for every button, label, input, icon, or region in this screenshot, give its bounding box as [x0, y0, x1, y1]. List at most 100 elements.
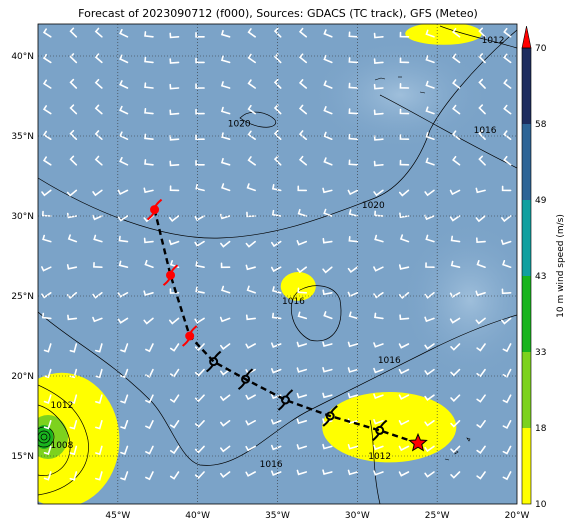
- colorbar-label: 10 m wind speed (m/s): [556, 214, 566, 318]
- wind-barb: [42, 79, 52, 89]
- wind-barb: [452, 104, 461, 115]
- wind-barb: [69, 445, 78, 456]
- wind-barb: [347, 392, 359, 399]
- wind-barb: [220, 471, 231, 478]
- wind-barb: [168, 317, 180, 325]
- wind-barb: [449, 317, 461, 324]
- wind-barb: [43, 471, 52, 481]
- wind-barb: [271, 240, 282, 248]
- isobar-label: 1016: [282, 297, 305, 307]
- wind-barb: [169, 109, 180, 116]
- wind-barb: [67, 234, 78, 243]
- wind-barb: [95, 394, 103, 404]
- wind-barb: [195, 134, 205, 141]
- wind-barb: [43, 343, 52, 353]
- wind-barb: [424, 343, 435, 350]
- wind-barb: [450, 235, 461, 243]
- wind-barb: [449, 215, 461, 222]
- wind-barb: [450, 420, 461, 428]
- wind-barb: [323, 80, 333, 89]
- wind-barb: [399, 212, 410, 219]
- wind-shade-west-storm: [38, 372, 120, 504]
- wind-barb: [399, 57, 410, 64]
- wind-barb: [195, 83, 205, 89]
- wind-barb: [323, 157, 333, 166]
- wind-barb: [94, 78, 103, 89]
- isobar-1012-west: [38, 384, 89, 496]
- wind-barb: [220, 55, 231, 64]
- wind-barb: [399, 108, 410, 115]
- wind-barb: [424, 189, 435, 197]
- wind-barb: [144, 56, 154, 64]
- wind-barb: [219, 316, 231, 323]
- wind-barb: [220, 240, 231, 248]
- cloud-area: [400, 220, 517, 380]
- isobar-label: 1012: [368, 452, 391, 462]
- wind-barb: [373, 189, 384, 197]
- wind-barb: [373, 160, 384, 167]
- colorbar: 10 18 33 43 49 58 70 10 m wind speed (m/s): [521, 25, 566, 510]
- wind-barb: [348, 82, 359, 89]
- wind-barb: [475, 215, 486, 223]
- isobar-label: 1016: [378, 356, 401, 366]
- wind-barb: [273, 104, 282, 115]
- wind-barb: [502, 343, 512, 353]
- wind-barb: [245, 264, 256, 271]
- wind-barb: [449, 292, 461, 298]
- wind-barb: [117, 189, 129, 195]
- wind-barb: [503, 79, 512, 89]
- wind-barb: [145, 471, 154, 481]
- wind-barb: [476, 445, 486, 455]
- wind-barb: [95, 343, 103, 353]
- wind-barb: [450, 260, 461, 268]
- wind-barb: [220, 106, 231, 115]
- wind-barb: [398, 420, 410, 426]
- hurricane-symbol-icon: [146, 198, 163, 221]
- wind-barb: [195, 183, 205, 192]
- wind-barb: [347, 189, 359, 196]
- wind-barb: [144, 107, 154, 115]
- isobar-1016-loop: [291, 285, 342, 342]
- wind-barb: [119, 80, 129, 89]
- wind-barb: [424, 292, 435, 299]
- wind-barb: [194, 317, 205, 324]
- wind-barb: [43, 394, 52, 404]
- wind-barb: [476, 394, 486, 403]
- wind-barb: [425, 131, 435, 140]
- wind-barb: [145, 343, 154, 353]
- storm-symbol-icon: [277, 389, 294, 411]
- wind-barb: [450, 445, 461, 454]
- wind-barb: [145, 420, 154, 430]
- wind-barb: [69, 129, 78, 140]
- wind-barb: [347, 469, 359, 476]
- wind-barb: [117, 215, 129, 222]
- wind-barb: [194, 445, 205, 454]
- wind-barb: [323, 106, 333, 115]
- storm-symbol-icon: [205, 350, 222, 373]
- wind-barb: [500, 239, 512, 246]
- wind-barb: [424, 368, 435, 376]
- colorbar-frame: [521, 47, 532, 505]
- wind-barb: [143, 187, 154, 194]
- wind-barb: [69, 104, 78, 115]
- wind-barb: [92, 214, 103, 221]
- wind-barb: [425, 80, 435, 89]
- wind-barb: [41, 292, 52, 299]
- wind-barb: [399, 31, 410, 38]
- wind-barb: [398, 189, 410, 197]
- colorbar-tick-label: 58: [535, 120, 547, 130]
- wind-barb: [502, 368, 512, 378]
- wind-shade-small-patch: [280, 272, 316, 301]
- wind-barb: [69, 27, 78, 38]
- cloud-area: [310, 40, 490, 150]
- wind-barb: [168, 239, 180, 246]
- wind-barb: [476, 343, 486, 352]
- wind-barb: [117, 292, 129, 298]
- wind-barb: [502, 471, 512, 481]
- wind-barb: [347, 367, 359, 373]
- isobar-label: 1008: [50, 441, 73, 451]
- wind-barb: [194, 394, 205, 403]
- wind-barb: [144, 259, 154, 268]
- wind-barb: [348, 57, 359, 64]
